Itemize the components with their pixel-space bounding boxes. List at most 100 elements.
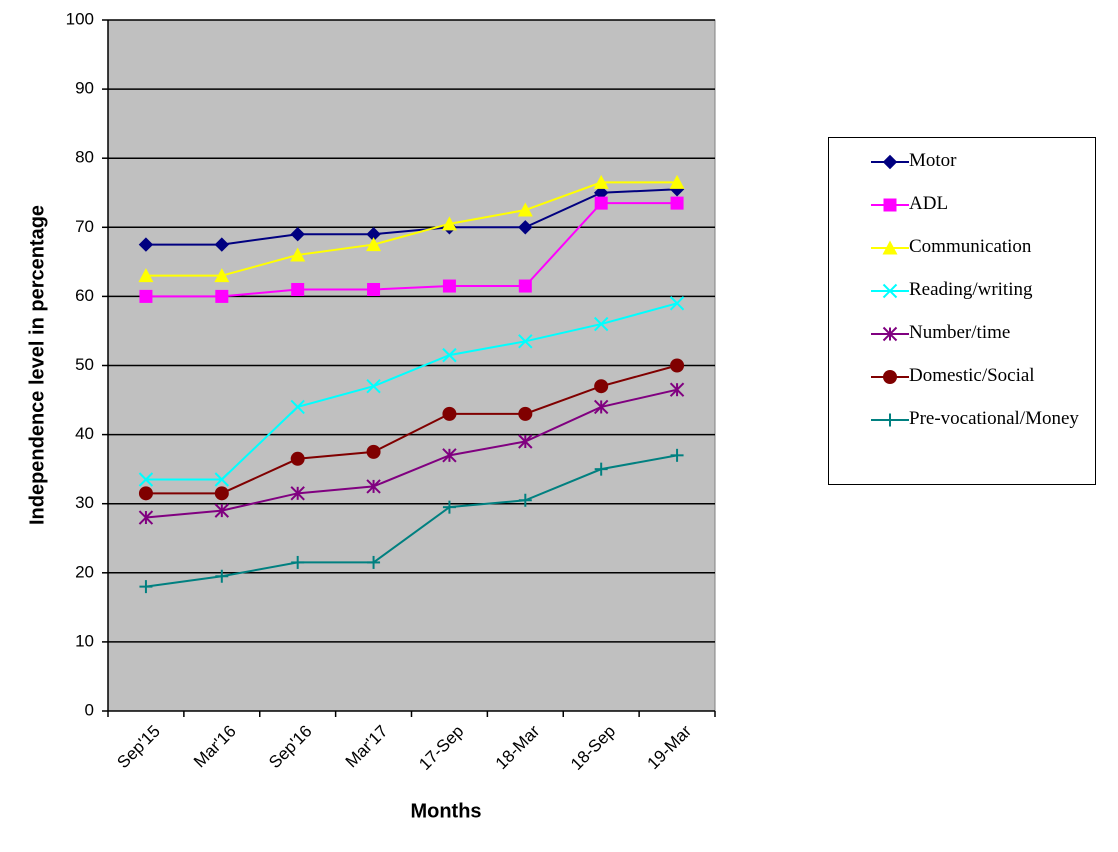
- marker-part: [593, 316, 609, 332]
- x-tick-label: Sep'16: [265, 722, 315, 772]
- marker: [290, 399, 305, 415]
- marker: [138, 237, 154, 252]
- marker-part: [882, 240, 898, 255]
- marker: [214, 486, 229, 501]
- x-tick-label: Mar'17: [342, 722, 392, 772]
- marker: [882, 154, 898, 170]
- y-tick-label: 30: [75, 493, 94, 512]
- x-tick-label: Mar'16: [190, 722, 240, 772]
- marker: [290, 451, 305, 466]
- marker: [367, 282, 381, 296]
- series-line: [145, 181, 678, 277]
- y-tick-label: 100: [66, 9, 94, 28]
- marker: [594, 379, 609, 394]
- marker: [518, 334, 533, 349]
- marker-part: [442, 406, 457, 421]
- marker-part: [138, 472, 154, 487]
- marker-part: [518, 220, 533, 235]
- marker-part: [290, 451, 305, 466]
- marker: [139, 580, 153, 594]
- marker-part: [214, 237, 230, 252]
- legend-swatch: [871, 240, 909, 255]
- marker-part: [290, 227, 305, 242]
- marker: [139, 289, 153, 303]
- marker: [291, 282, 305, 296]
- marker: [593, 399, 609, 415]
- y-tick-label: 50: [75, 355, 94, 374]
- marker-part: [883, 198, 897, 212]
- marker-part: [670, 196, 684, 210]
- marker: [518, 220, 533, 235]
- y-tick-label: 40: [75, 424, 94, 443]
- y-tick-label: 60: [75, 286, 94, 305]
- marker-part: [441, 216, 457, 231]
- marker: [366, 237, 382, 252]
- y-axis-title: Independence level in percentage: [26, 205, 48, 525]
- legend-swatch: [871, 198, 909, 212]
- series-line: [145, 188, 678, 246]
- marker-part: [366, 237, 382, 252]
- marker: [366, 444, 381, 459]
- legend-item: Number/time: [829, 322, 1095, 345]
- marker: [291, 555, 305, 569]
- marker: [883, 413, 897, 427]
- marker-part: [215, 289, 229, 303]
- marker: [670, 448, 684, 462]
- marker-part: [291, 282, 305, 296]
- marker-part: [290, 399, 305, 415]
- marker-part: [366, 379, 381, 394]
- marker-part: [214, 472, 230, 487]
- legend-label: Communication: [909, 236, 1032, 257]
- marker: [215, 569, 229, 583]
- marker: [138, 510, 154, 525]
- marker: [366, 379, 381, 394]
- y-tick-label: 80: [75, 148, 94, 167]
- legend-label: Motor: [909, 150, 957, 171]
- marker: [593, 174, 609, 189]
- marker: [138, 472, 154, 487]
- marker: [366, 479, 381, 494]
- marker: [594, 196, 608, 210]
- legend-item: Communication: [829, 236, 1095, 259]
- legend: Motor ADL Communication Reading/writing Numb…: [828, 137, 1096, 485]
- marker: [214, 268, 230, 283]
- marker: [883, 370, 897, 384]
- marker: [669, 382, 685, 397]
- marker-part: [518, 279, 532, 293]
- x-tick-label: Sep'15: [113, 722, 163, 772]
- marker-part: [518, 334, 533, 349]
- x-tick-label: 18-Sep: [567, 722, 619, 774]
- marker-part: [593, 174, 609, 189]
- marker: [442, 347, 457, 363]
- marker-part: [670, 358, 685, 373]
- marker: [670, 196, 684, 210]
- marker: [442, 500, 456, 514]
- legend-label: Domestic/Social: [909, 365, 1035, 386]
- marker-part: [139, 289, 153, 303]
- series-line: [145, 454, 678, 588]
- marker-part: [366, 444, 381, 459]
- legend-swatch: [871, 370, 909, 384]
- marker-part: [669, 296, 685, 311]
- marker: [882, 240, 898, 255]
- legend-item: Domestic/Social: [829, 365, 1095, 388]
- marker-part: [883, 370, 897, 384]
- series-line: [145, 302, 678, 481]
- legend-swatch: [871, 154, 909, 170]
- legend-label: Number/time: [909, 322, 1011, 343]
- marker: [670, 358, 685, 373]
- series-line: [145, 364, 678, 495]
- marker: [518, 493, 532, 507]
- marker: [214, 503, 230, 518]
- marker: [883, 198, 897, 212]
- marker-part: [442, 347, 457, 363]
- legend-item: Pre-vocational/Money: [829, 408, 1095, 431]
- marker-part: [138, 237, 154, 252]
- marker-part: [290, 247, 306, 262]
- marker-part: [518, 406, 533, 421]
- marker-part: [442, 279, 456, 293]
- legend-label: Pre-vocational/Money: [909, 408, 1079, 429]
- marker: [214, 237, 230, 252]
- y-tick-label: 20: [75, 562, 94, 581]
